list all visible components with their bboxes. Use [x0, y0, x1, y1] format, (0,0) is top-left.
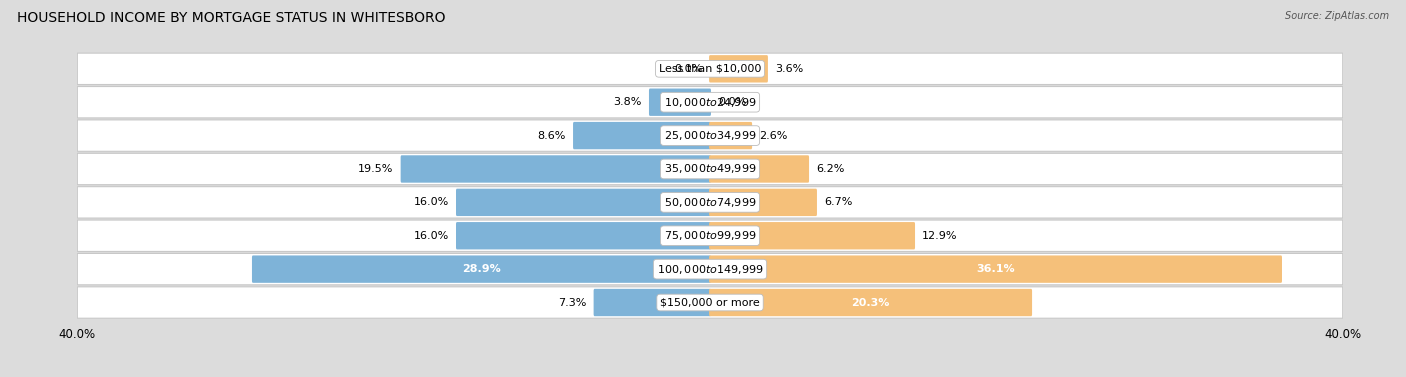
Text: Less than $10,000: Less than $10,000 — [659, 64, 761, 74]
FancyBboxPatch shape — [574, 122, 711, 149]
FancyBboxPatch shape — [709, 188, 817, 216]
FancyBboxPatch shape — [77, 253, 1343, 285]
Text: 3.6%: 3.6% — [775, 64, 803, 74]
FancyBboxPatch shape — [77, 153, 1343, 185]
Text: 8.6%: 8.6% — [537, 130, 567, 141]
Text: 2.6%: 2.6% — [759, 130, 787, 141]
FancyBboxPatch shape — [709, 289, 1032, 316]
Text: 19.5%: 19.5% — [359, 164, 394, 174]
Text: 28.9%: 28.9% — [463, 264, 501, 274]
Text: $75,000 to $99,999: $75,000 to $99,999 — [664, 229, 756, 242]
FancyBboxPatch shape — [709, 222, 915, 250]
FancyBboxPatch shape — [77, 287, 1343, 318]
Text: $150,000 or more: $150,000 or more — [661, 297, 759, 308]
Text: 3.8%: 3.8% — [613, 97, 643, 107]
Text: 6.2%: 6.2% — [815, 164, 845, 174]
FancyBboxPatch shape — [77, 120, 1343, 151]
Legend: Without Mortgage, With Mortgage: Without Mortgage, With Mortgage — [575, 374, 845, 377]
Text: 16.0%: 16.0% — [413, 231, 449, 241]
Text: HOUSEHOLD INCOME BY MORTGAGE STATUS IN WHITESBORO: HOUSEHOLD INCOME BY MORTGAGE STATUS IN W… — [17, 11, 446, 25]
Text: 0.0%: 0.0% — [673, 64, 702, 74]
FancyBboxPatch shape — [77, 86, 1343, 118]
Text: $100,000 to $149,999: $100,000 to $149,999 — [657, 263, 763, 276]
Text: 7.3%: 7.3% — [558, 297, 586, 308]
Text: 0.0%: 0.0% — [718, 97, 747, 107]
FancyBboxPatch shape — [77, 187, 1343, 218]
Text: 16.0%: 16.0% — [413, 198, 449, 207]
FancyBboxPatch shape — [456, 222, 711, 250]
Text: 12.9%: 12.9% — [922, 231, 957, 241]
Text: 36.1%: 36.1% — [976, 264, 1015, 274]
Text: Source: ZipAtlas.com: Source: ZipAtlas.com — [1285, 11, 1389, 21]
FancyBboxPatch shape — [593, 289, 711, 316]
Text: $50,000 to $74,999: $50,000 to $74,999 — [664, 196, 756, 209]
FancyBboxPatch shape — [252, 256, 711, 283]
Text: $35,000 to $49,999: $35,000 to $49,999 — [664, 162, 756, 175]
FancyBboxPatch shape — [650, 89, 711, 116]
FancyBboxPatch shape — [77, 220, 1343, 251]
Text: $25,000 to $34,999: $25,000 to $34,999 — [664, 129, 756, 142]
Text: $10,000 to $24,999: $10,000 to $24,999 — [664, 96, 756, 109]
FancyBboxPatch shape — [709, 122, 752, 149]
Text: 6.7%: 6.7% — [824, 198, 852, 207]
Text: 20.3%: 20.3% — [852, 297, 890, 308]
FancyBboxPatch shape — [709, 55, 768, 83]
FancyBboxPatch shape — [77, 53, 1343, 84]
FancyBboxPatch shape — [709, 256, 1282, 283]
FancyBboxPatch shape — [456, 188, 711, 216]
FancyBboxPatch shape — [401, 155, 711, 183]
FancyBboxPatch shape — [709, 155, 808, 183]
